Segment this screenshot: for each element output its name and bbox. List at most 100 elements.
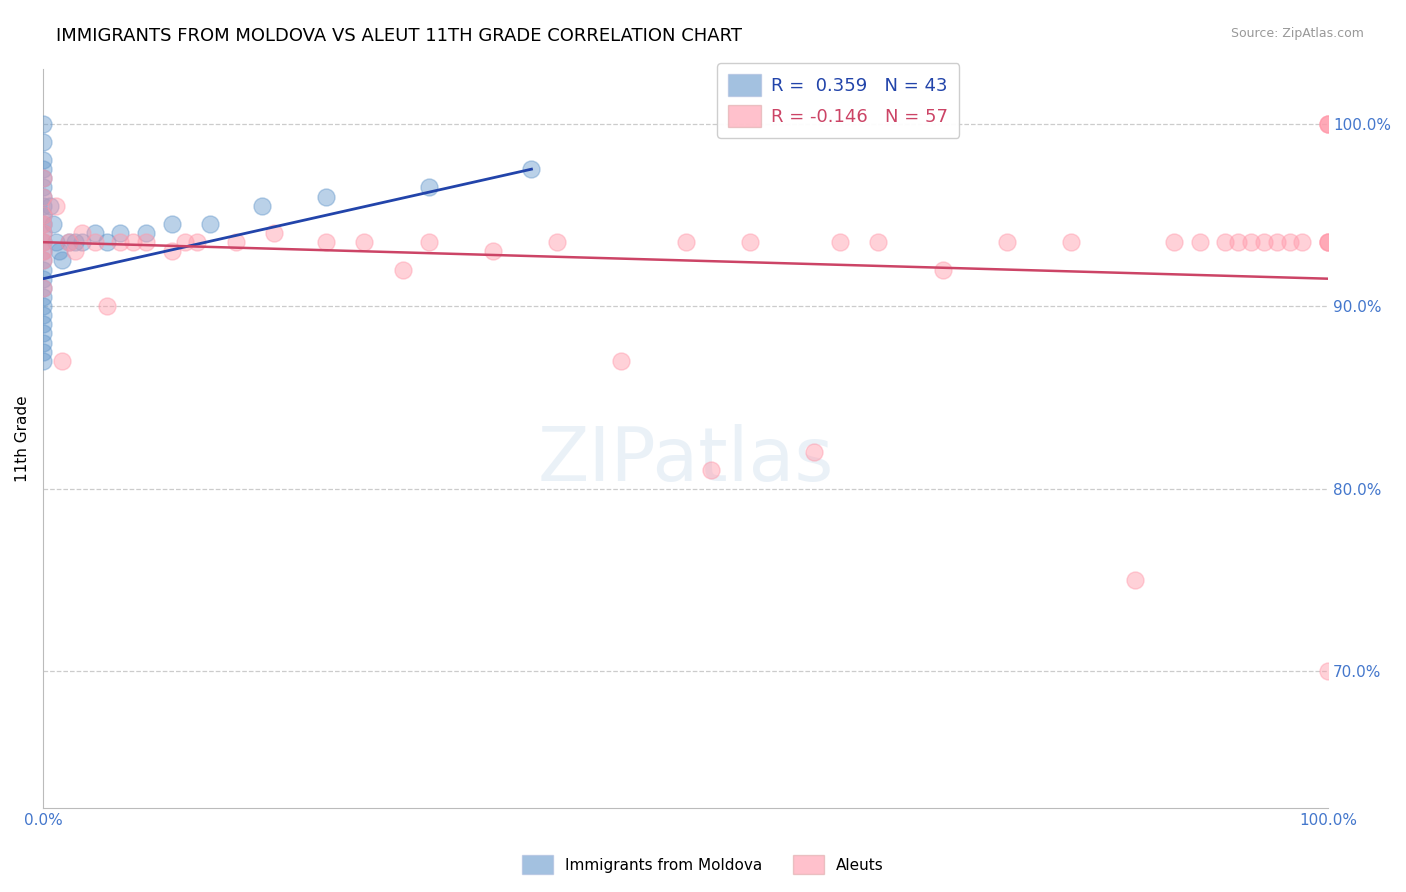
Point <box>32 235 55 250</box>
Point <box>700 463 723 477</box>
Point <box>32 290 55 304</box>
Point <box>45 199 67 213</box>
Point <box>200 217 222 231</box>
Point <box>546 235 568 250</box>
Point <box>32 217 55 231</box>
Point <box>315 235 337 250</box>
Point <box>32 253 55 268</box>
Point <box>32 326 55 341</box>
Point <box>51 354 73 368</box>
Point <box>135 226 157 240</box>
Point <box>1317 235 1340 250</box>
Point <box>32 244 55 259</box>
Point <box>32 226 55 240</box>
Point <box>186 235 208 250</box>
Point <box>250 199 273 213</box>
Point <box>70 226 93 240</box>
Point <box>70 235 93 250</box>
Point <box>160 244 183 259</box>
Point <box>42 217 65 231</box>
Point <box>1317 116 1340 130</box>
Point <box>32 189 55 203</box>
Point <box>32 208 55 222</box>
Point <box>738 235 761 250</box>
Point <box>32 116 55 130</box>
Point <box>32 217 55 231</box>
Point <box>675 235 697 250</box>
Point <box>32 271 55 285</box>
Point <box>418 235 440 250</box>
Point <box>1317 235 1340 250</box>
Point <box>868 235 890 250</box>
Y-axis label: 11th Grade: 11th Grade <box>15 395 30 482</box>
Point <box>173 235 195 250</box>
Point <box>610 354 633 368</box>
Point <box>32 135 55 149</box>
Point <box>135 235 157 250</box>
Point <box>32 253 55 268</box>
Point <box>482 244 505 259</box>
Point <box>931 262 953 277</box>
Point <box>65 235 87 250</box>
Legend: Immigrants from Moldova, Aleuts: Immigrants from Moldova, Aleuts <box>516 849 890 880</box>
Point <box>263 226 285 240</box>
Point <box>1188 235 1211 250</box>
Point <box>1291 235 1313 250</box>
Point <box>51 253 73 268</box>
Point <box>110 226 132 240</box>
Point <box>1278 235 1301 250</box>
Point <box>1240 235 1263 250</box>
Point <box>32 318 55 332</box>
Text: ZIPatlas: ZIPatlas <box>537 424 834 497</box>
Point <box>1253 235 1275 250</box>
Point <box>48 244 70 259</box>
Point <box>32 226 55 240</box>
Point <box>315 189 337 203</box>
Point <box>1265 235 1288 250</box>
Point <box>122 235 145 250</box>
Point <box>58 235 80 250</box>
Point <box>32 171 55 186</box>
Text: IMMIGRANTS FROM MOLDOVA VS ALEUT 11TH GRADE CORRELATION CHART: IMMIGRANTS FROM MOLDOVA VS ALEUT 11TH GR… <box>56 27 742 45</box>
Point <box>32 162 55 177</box>
Point <box>1215 235 1237 250</box>
Point <box>418 180 440 194</box>
Point <box>1317 116 1340 130</box>
Point <box>828 235 851 250</box>
Point <box>32 189 55 203</box>
Point <box>32 153 55 167</box>
Point <box>1317 235 1340 250</box>
Point <box>520 162 543 177</box>
Point <box>1125 573 1147 587</box>
Point <box>1317 116 1340 130</box>
Text: Source: ZipAtlas.com: Source: ZipAtlas.com <box>1230 27 1364 40</box>
Point <box>32 262 55 277</box>
Point <box>110 235 132 250</box>
Point <box>1227 235 1250 250</box>
Point <box>96 299 118 313</box>
Point <box>160 217 183 231</box>
Point <box>1060 235 1083 250</box>
Point <box>38 199 60 213</box>
Point <box>32 171 55 186</box>
Point <box>995 235 1018 250</box>
Point <box>32 235 55 250</box>
Point <box>32 308 55 322</box>
Point <box>58 235 80 250</box>
Point <box>1317 664 1340 678</box>
Point <box>32 354 55 368</box>
Point <box>353 235 375 250</box>
Point <box>32 281 55 295</box>
Legend: R =  0.359   N = 43, R = -0.146   N = 57: R = 0.359 N = 43, R = -0.146 N = 57 <box>717 63 959 137</box>
Point <box>225 235 247 250</box>
Point <box>32 180 55 194</box>
Point <box>32 244 55 259</box>
Point <box>392 262 415 277</box>
Point <box>83 226 105 240</box>
Point <box>32 335 55 350</box>
Point <box>96 235 118 250</box>
Point <box>1163 235 1185 250</box>
Point <box>803 445 825 459</box>
Point <box>32 208 55 222</box>
Point <box>32 344 55 359</box>
